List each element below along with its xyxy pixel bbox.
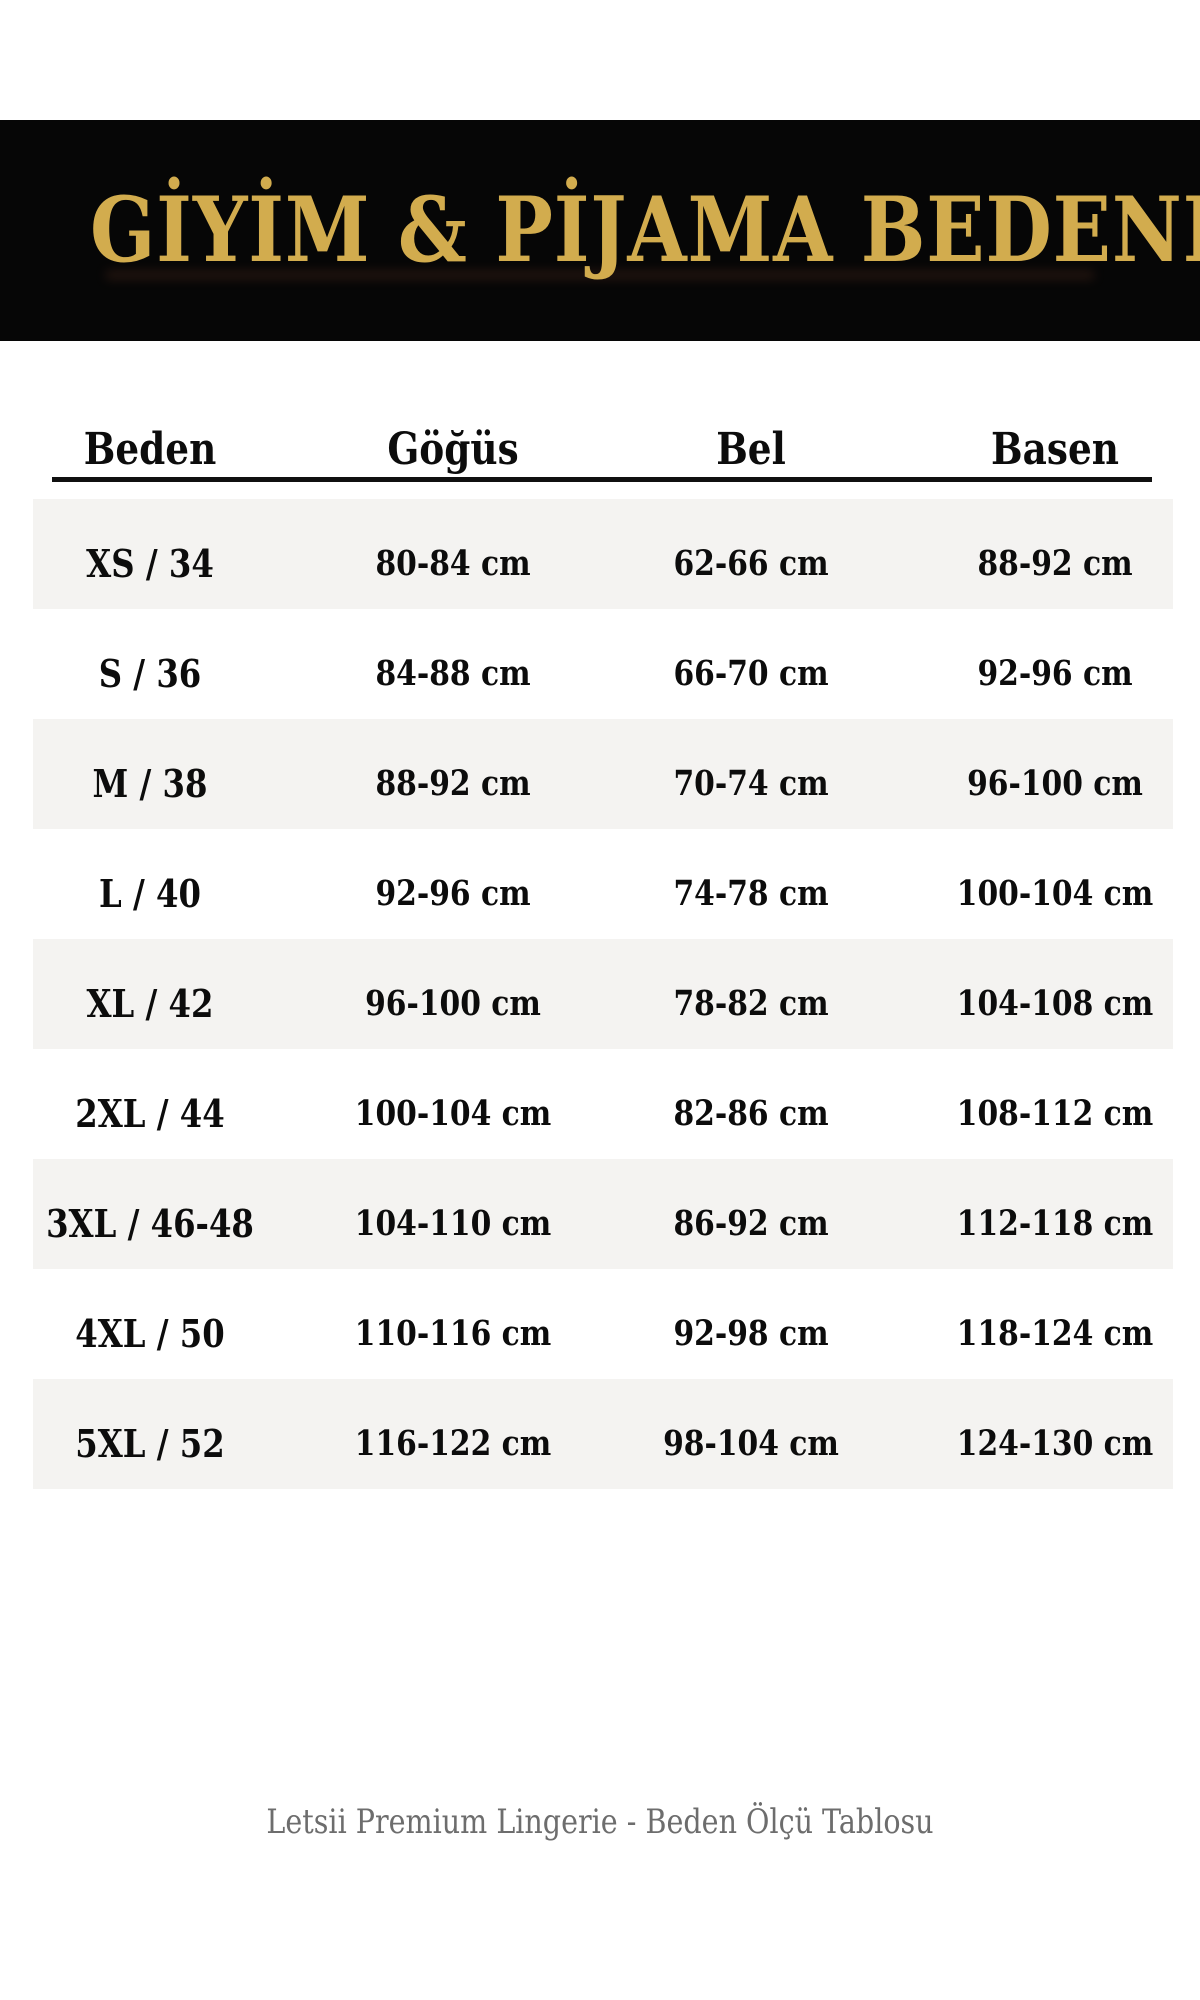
cell-beden: XL / 42 (86, 981, 214, 1026)
cell-beden: L / 40 (99, 871, 201, 916)
cell-basen: 96-100 cm (967, 763, 1143, 804)
cell-gogus: 96-100 cm (365, 983, 541, 1024)
table-row: 2XL / 44 100-104 cm 82-86 cm 108-112 cm (33, 1049, 1173, 1159)
cell-bel: 78-82 cm (673, 983, 829, 1024)
cell-beden: S / 36 (98, 651, 202, 696)
cell-beden: 4XL / 50 (75, 1311, 225, 1356)
col-header-beden: Beden (83, 424, 217, 475)
cell-gogus: 88-92 cm (375, 763, 531, 804)
cell-beden: M / 38 (92, 761, 208, 806)
cell-gogus: 80-84 cm (375, 543, 531, 584)
cell-basen: 92-96 cm (977, 653, 1133, 694)
cell-basen: 100-104 cm (956, 873, 1154, 914)
cell-bel: 62-66 cm (673, 543, 829, 584)
table-row: XL / 42 96-100 cm 78-82 cm 104-108 cm (33, 939, 1173, 1049)
cell-gogus: 84-88 cm (375, 653, 531, 694)
cell-gogus: 104-110 cm (354, 1203, 552, 1244)
cell-bel: 86-92 cm (673, 1203, 829, 1244)
table-row: S / 36 84-88 cm 66-70 cm 92-96 cm (33, 609, 1173, 719)
cell-basen: 112-118 cm (956, 1203, 1154, 1244)
table-row: 3XL / 46-48 104-110 cm 86-92 cm 112-118 … (33, 1159, 1173, 1269)
cell-gogus: 116-122 cm (354, 1423, 552, 1464)
table-header-row: Beden Göğüs Bel Basen (33, 420, 1173, 480)
table-row: XS / 34 80-84 cm 62-66 cm 88-92 cm (33, 499, 1173, 609)
header-divider (52, 477, 1152, 482)
cell-bel: 82-86 cm (673, 1093, 829, 1134)
cell-basen: 108-112 cm (956, 1093, 1154, 1134)
cell-beden: 3XL / 46-48 (46, 1201, 254, 1246)
cell-bel: 92-98 cm (673, 1313, 829, 1354)
cell-basen: 118-124 cm (956, 1313, 1154, 1354)
col-header-gogus: Göğüs (387, 424, 519, 475)
col-header-bel: Bel (716, 424, 786, 475)
cell-gogus: 92-96 cm (375, 873, 531, 914)
banner: GİYİM & PİJAMA BEDENLERİ (0, 120, 1200, 341)
cell-basen: 124-130 cm (956, 1423, 1154, 1464)
cell-basen: 104-108 cm (956, 983, 1154, 1024)
col-header-basen: Basen (991, 424, 1119, 475)
cell-beden: XS / 34 (86, 541, 214, 586)
title-shadow-decoration (105, 270, 1095, 280)
cell-basen: 88-92 cm (977, 543, 1133, 584)
cell-gogus: 100-104 cm (354, 1093, 552, 1134)
table-row: M / 38 88-92 cm 70-74 cm 96-100 cm (33, 719, 1173, 829)
cell-bel: 98-104 cm (663, 1423, 839, 1464)
cell-beden: 2XL / 44 (75, 1091, 225, 1136)
cell-bel: 66-70 cm (673, 653, 829, 694)
footer-caption: Letsii Premium Lingerie - Beden Ölçü Tab… (266, 1802, 934, 1842)
cell-bel: 74-78 cm (673, 873, 829, 914)
page-title: GİYİM & PİJAMA BEDENLERİ (90, 177, 1200, 283)
table-row: 4XL / 50 110-116 cm 92-98 cm 118-124 cm (33, 1269, 1173, 1379)
cell-beden: 5XL / 52 (75, 1421, 225, 1466)
cell-gogus: 110-116 cm (354, 1313, 552, 1354)
table-row: 5XL / 52 116-122 cm 98-104 cm 124-130 cm (33, 1379, 1173, 1489)
cell-bel: 70-74 cm (673, 763, 829, 804)
table-row: L / 40 92-96 cm 74-78 cm 100-104 cm (33, 829, 1173, 939)
